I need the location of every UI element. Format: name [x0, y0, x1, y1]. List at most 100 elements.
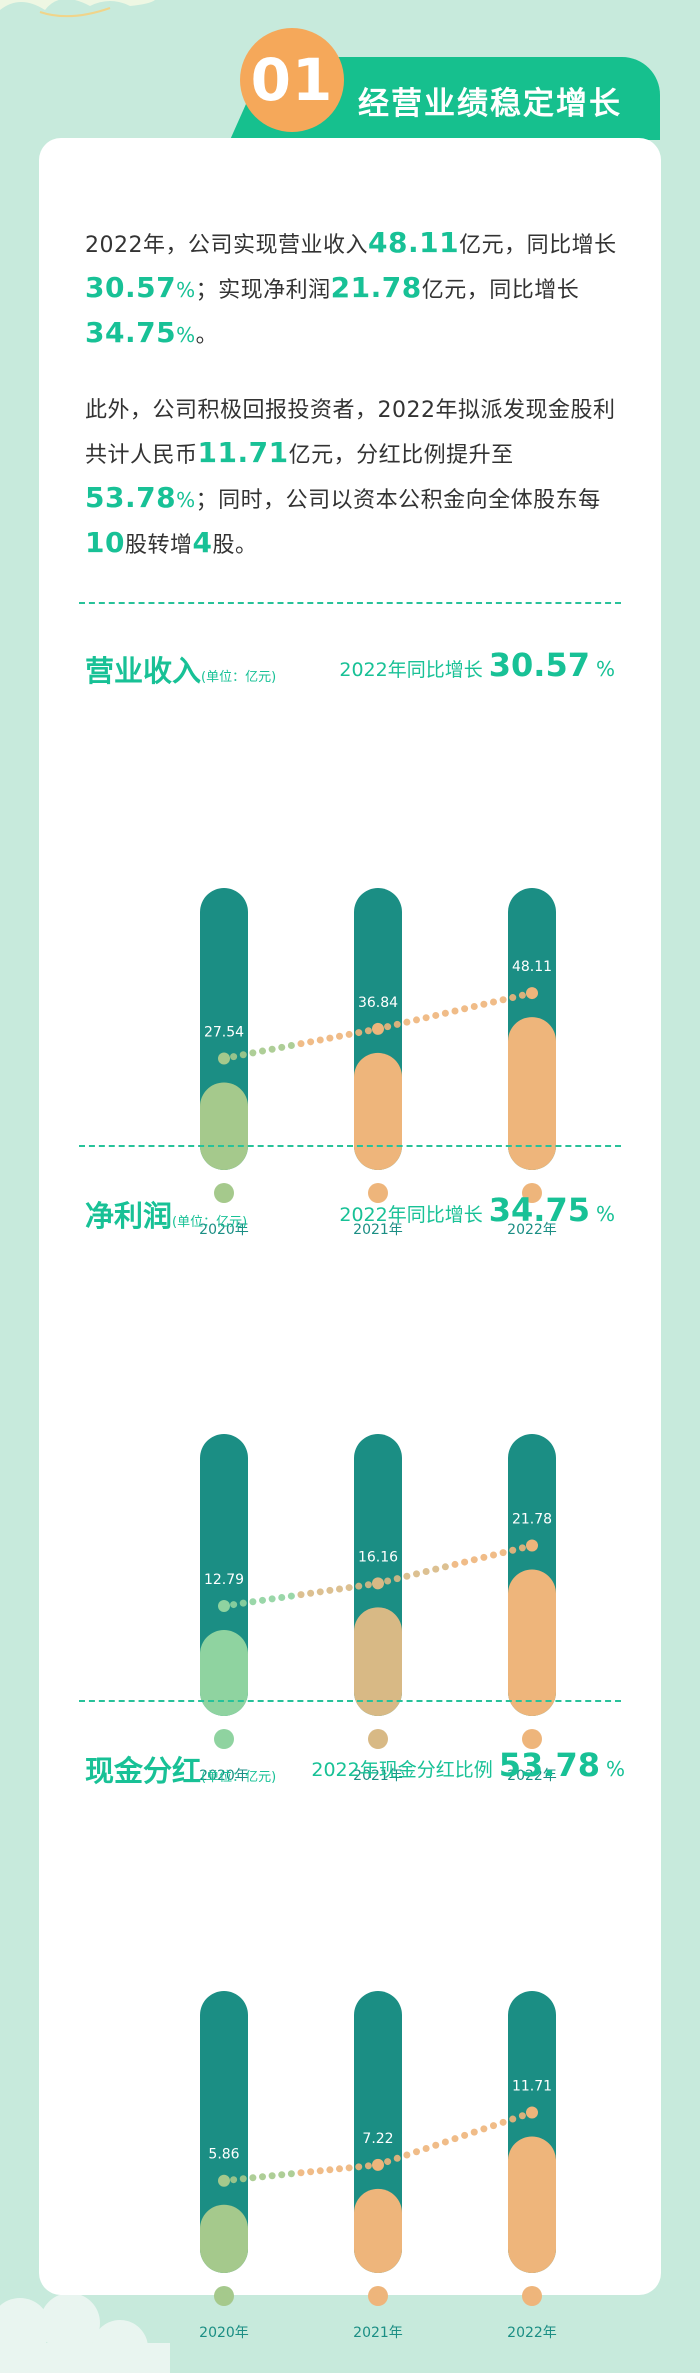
- trend-dot: [509, 1546, 517, 1554]
- legend-dot: [214, 1729, 234, 1749]
- net-profit-growth: 2022年同比增长 34.75%: [339, 1191, 615, 1229]
- trend-dot: [307, 2168, 315, 2176]
- trend-dot: [316, 2167, 324, 2175]
- cloud-decoration-bottom: [0, 2293, 170, 2373]
- year-label: 2021年: [353, 1222, 403, 1238]
- trend-dot: [490, 998, 497, 1006]
- trend-dot: [239, 1051, 247, 1059]
- trend-dot: [403, 2151, 411, 2159]
- trend-dot: [413, 1570, 420, 1578]
- section-number-badge: 01: [240, 28, 344, 132]
- trend-dot: [287, 2170, 295, 2178]
- trend-dot: [432, 1011, 440, 1019]
- bar-fill: [200, 1629, 248, 1716]
- trend-dot: [345, 1584, 353, 1592]
- trend-dot: [518, 2112, 526, 2120]
- trend-dot: [297, 1040, 305, 1048]
- trend-dot: [499, 2118, 507, 2126]
- data-label: 16.16: [358, 1549, 398, 1565]
- trend-dot: [259, 1047, 266, 1055]
- dividend-title: 现金分红(单位：亿元): [85, 1754, 277, 1788]
- dividend-ratio: 2022年现金分红比例 53.78%: [311, 1746, 625, 1784]
- data-label: 12.79: [204, 1572, 244, 1588]
- trend-dot: [461, 1558, 469, 1566]
- trend-dot: [393, 1575, 401, 1583]
- trend-dot: [509, 994, 517, 1002]
- year-label: 2020年: [199, 1768, 249, 1784]
- trend-dot: [451, 2135, 459, 2143]
- trend-dot: [393, 2154, 401, 2162]
- trend-dot: [403, 1018, 411, 1026]
- section-divider: [79, 1145, 621, 1147]
- trend-dot: [490, 1551, 497, 1559]
- trend-dot: [316, 1036, 324, 1044]
- trend-dot: [230, 1053, 238, 1061]
- data-label: 11.71: [512, 2079, 552, 2095]
- year-label: 2021年: [353, 1768, 403, 1784]
- trend-dot: [490, 2122, 497, 2130]
- data-point: [218, 2174, 230, 2187]
- intro-paragraph-2: 此外，公司积极回报投资者，2022年拟派发现金股利共计人民币11.71亿元，分红…: [85, 398, 616, 559]
- trend-dot: [470, 2128, 478, 2136]
- legend-dot: [214, 2286, 234, 2306]
- data-point: [372, 1577, 384, 1590]
- section-divider: [79, 1700, 621, 1702]
- dividend-chart: 5.86 2020年 7.22 2021年 11.71 2022年: [199, 1991, 557, 2341]
- trend-dot: [355, 1582, 363, 1590]
- trend-dot: [461, 2131, 469, 2139]
- trend-dot: [326, 1034, 334, 1042]
- trend-dot: [259, 2173, 266, 2181]
- trend-dot: [432, 1565, 440, 1573]
- bar-fill: [354, 2188, 402, 2273]
- section-divider: [79, 602, 621, 604]
- bar-fill: [508, 1017, 556, 1170]
- data-point: [526, 2106, 538, 2119]
- trend-dot: [249, 2174, 257, 2182]
- data-point: [372, 2158, 384, 2171]
- data-label: 27.54: [204, 1024, 244, 1040]
- revenue-chart: 27.54 2020年 36.84 2021年 48.11 2022年: [199, 888, 557, 1238]
- trend-dot: [259, 1596, 266, 1604]
- legend-dot: [368, 1729, 388, 1749]
- trend-dot: [307, 1589, 315, 1597]
- trend-dot: [287, 1042, 295, 1050]
- cloud-decoration-top: [0, 0, 155, 18]
- intro-paragraph-1: 2022年，公司实现营业收入48.11亿元，同比增长30.57%；实现净利润21…: [85, 226, 617, 349]
- header-title: 经营业绩稳定增长: [358, 86, 622, 122]
- trend-dot: [364, 1027, 372, 1035]
- trend-dot: [384, 1577, 392, 1585]
- trend-dot: [364, 1581, 372, 1589]
- trend-dot: [499, 1549, 507, 1557]
- trend-dot: [470, 1002, 478, 1010]
- trend-dot: [316, 1588, 324, 1596]
- data-point: [372, 1022, 384, 1035]
- trend-dot: [355, 2163, 363, 2171]
- bar-track: [200, 1991, 248, 2273]
- data-label: 21.78: [512, 1512, 552, 1528]
- trend-dot: [480, 2125, 488, 2133]
- trend-dot: [441, 1009, 449, 1017]
- trend-dot: [470, 1556, 478, 1564]
- trend-dot: [422, 2144, 430, 2152]
- trend-dot: [230, 1601, 238, 1609]
- content-card: 2022年，公司实现营业收入48.11亿元，同比增长30.57%；实现净利润21…: [39, 138, 661, 2341]
- year-label: 2020年: [199, 2325, 249, 2341]
- trend-dot: [268, 1045, 276, 1053]
- trend-dot: [239, 2175, 247, 2183]
- bar-fill: [354, 1607, 402, 1716]
- data-point: [526, 987, 538, 1000]
- legend-dot: [522, 1729, 542, 1749]
- net-profit-title: 净利润(单位：亿元): [85, 1199, 248, 1233]
- trend-dot: [364, 2162, 372, 2170]
- trend-dot: [249, 1049, 257, 1057]
- data-point: [526, 1539, 538, 1552]
- year-label: 2022年: [507, 1222, 557, 1238]
- trend-dot: [499, 996, 507, 1004]
- trend-dot: [239, 1599, 247, 1607]
- legend-dot: [368, 1183, 388, 1203]
- trend-dot: [432, 2141, 440, 2149]
- trend-dot: [403, 1572, 411, 1580]
- trend-dot: [326, 1586, 334, 1594]
- trend-dot: [384, 1023, 392, 1031]
- trend-dot: [441, 1563, 449, 1571]
